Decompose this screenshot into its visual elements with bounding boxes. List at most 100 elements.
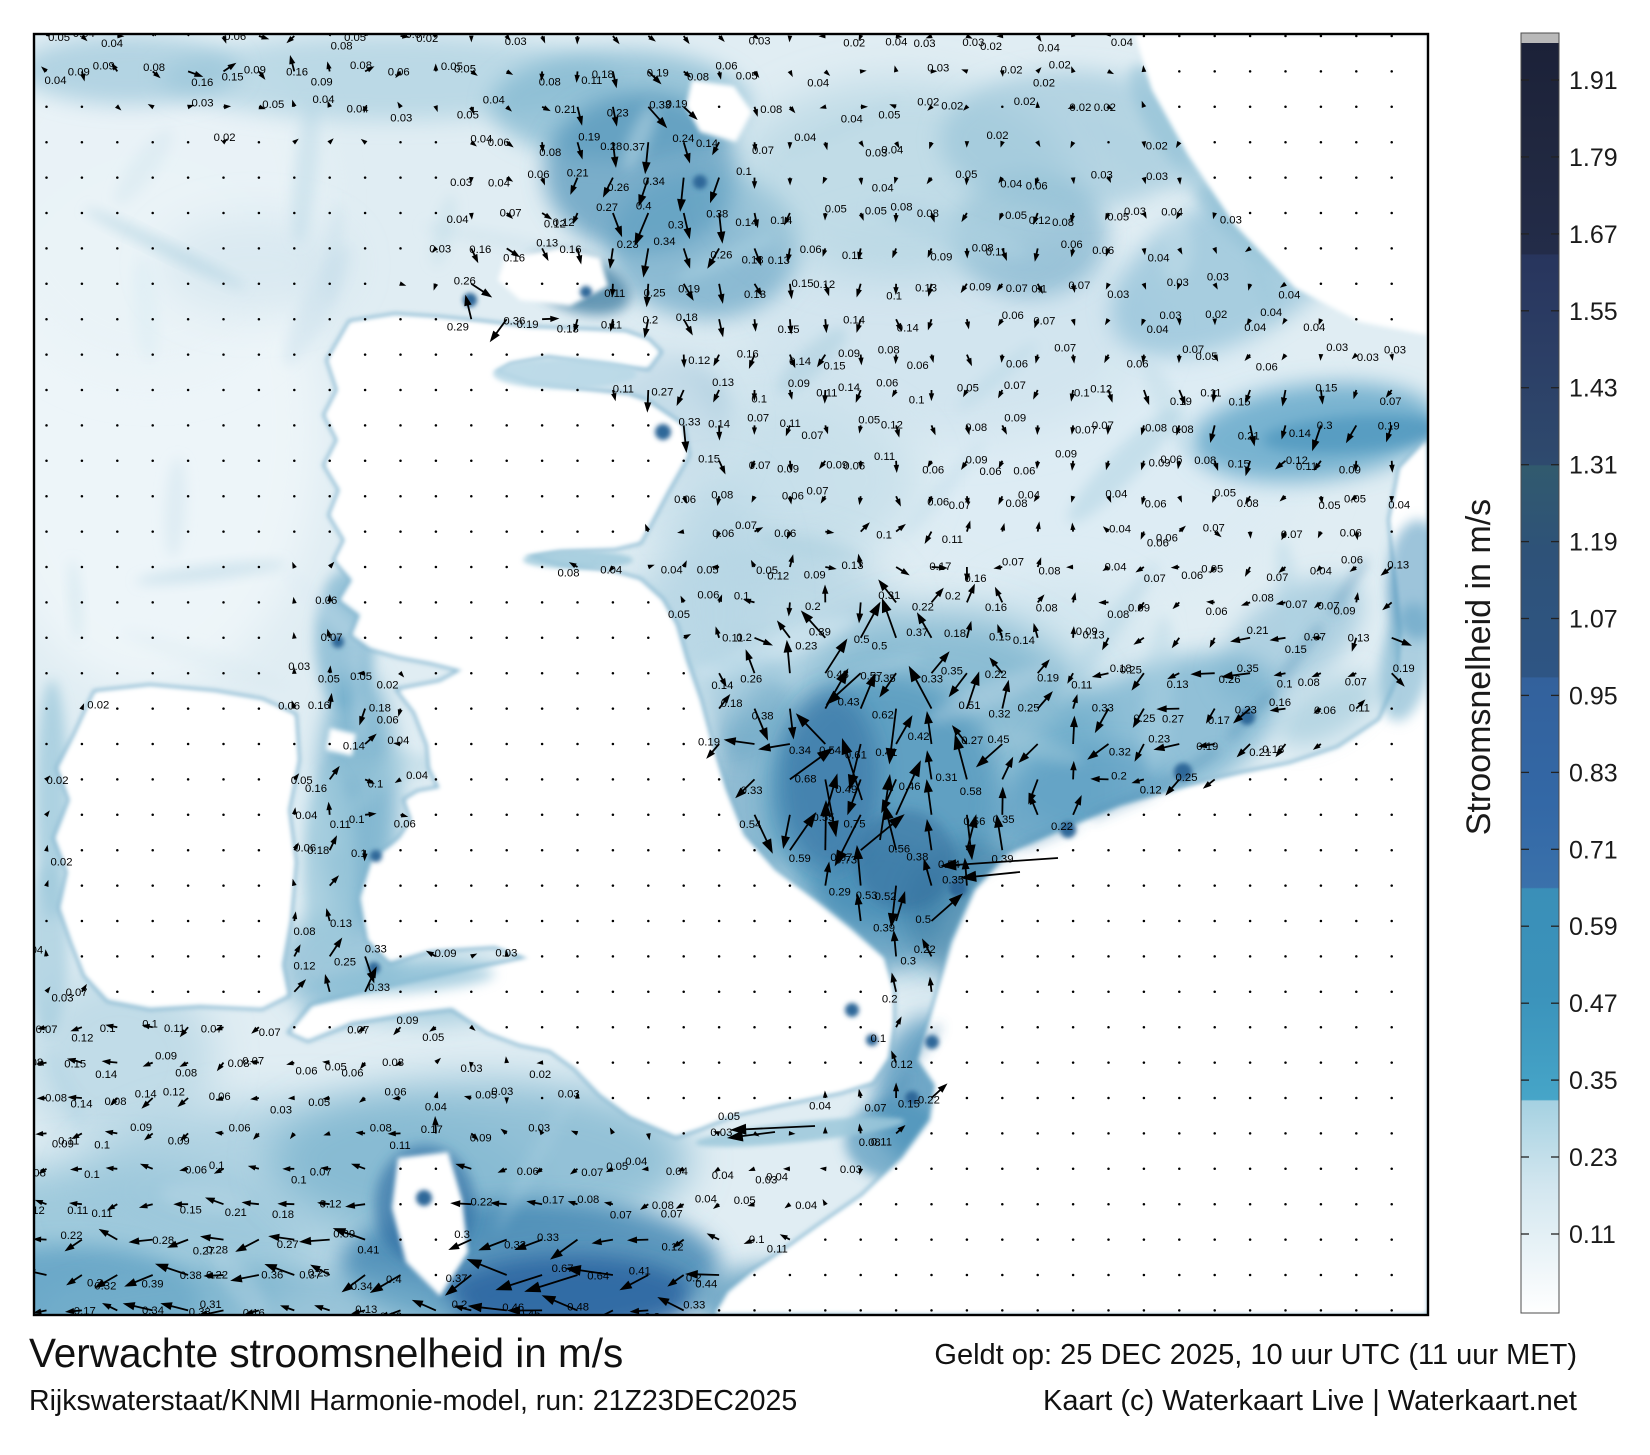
svg-text:0.14: 0.14	[838, 382, 860, 394]
svg-text:0.03: 0.03	[749, 36, 771, 48]
svg-text:0.38: 0.38	[180, 1270, 202, 1282]
svg-text:0.19: 0.19	[647, 68, 669, 80]
svg-text:0.1: 0.1	[1074, 388, 1090, 400]
svg-text:0.23: 0.23	[617, 239, 639, 251]
svg-text:0.42: 0.42	[908, 731, 930, 743]
svg-text:0.04: 0.04	[766, 1172, 788, 1184]
svg-text:0.04: 0.04	[1109, 523, 1131, 535]
svg-text:0.2: 0.2	[686, 1272, 702, 1284]
svg-text:0.07: 0.07	[405, 29, 427, 41]
svg-text:0.11: 0.11	[613, 384, 634, 396]
svg-text:0.04: 0.04	[809, 1101, 831, 1113]
svg-text:0.53: 0.53	[856, 890, 878, 902]
svg-text:0.25: 0.25	[1176, 772, 1198, 784]
svg-text:0.26: 0.26	[607, 182, 629, 194]
svg-text:0.08: 0.08	[687, 71, 709, 83]
svg-text:0.05: 0.05	[1201, 564, 1223, 576]
svg-text:0.07: 0.07	[1304, 631, 1326, 643]
svg-text:0.11: 0.11	[581, 75, 602, 87]
svg-text:0.04: 0.04	[1111, 37, 1133, 49]
svg-text:0.04: 0.04	[872, 182, 894, 194]
svg-text:0.06: 0.06	[1314, 705, 1336, 717]
svg-text:0.49: 0.49	[835, 784, 857, 796]
svg-text:0.05: 0.05	[734, 1195, 756, 1207]
svg-text:0.03: 0.03	[1091, 169, 1113, 181]
svg-text:0.11: 0.11	[1071, 680, 1092, 692]
svg-text:0.04: 0.04	[1147, 324, 1169, 336]
svg-text:0.16: 0.16	[243, 1308, 265, 1320]
svg-text:0.07: 0.07	[1002, 556, 1024, 568]
svg-text:0.18: 0.18	[676, 312, 698, 324]
svg-text:0.41: 0.41	[357, 1245, 379, 1257]
svg-text:0.03: 0.03	[1207, 272, 1229, 284]
svg-text:0.07: 0.07	[747, 413, 769, 425]
svg-text:0.05: 0.05	[718, 1111, 740, 1123]
svg-text:0.11: 0.11	[164, 1023, 185, 1035]
svg-text:0.03: 0.03	[495, 948, 517, 960]
svg-text:0.38: 0.38	[752, 710, 774, 722]
svg-text:0.12: 0.12	[891, 1059, 913, 1071]
svg-text:0.22: 0.22	[471, 1196, 493, 1208]
svg-text:0.1: 0.1	[100, 1023, 116, 1035]
svg-text:0.31: 0.31	[200, 1299, 222, 1311]
svg-text:0.08: 0.08	[539, 147, 561, 159]
svg-text:0.27: 0.27	[596, 202, 618, 214]
svg-text:0.18: 0.18	[592, 69, 614, 81]
svg-text:1.55: 1.55	[1569, 298, 1618, 326]
svg-text:0.04: 0.04	[885, 37, 907, 49]
svg-text:0.34: 0.34	[351, 1281, 373, 1293]
svg-text:0.06: 0.06	[1002, 310, 1024, 322]
svg-text:Rijkswaterstaat/KNMI Harmonie-: Rijkswaterstaat/KNMI Harmonie-model, run…	[29, 1385, 797, 1417]
svg-text:0.09: 0.09	[168, 1136, 190, 1148]
svg-text:0.02: 0.02	[214, 132, 236, 144]
svg-text:0.71: 0.71	[1569, 836, 1618, 864]
svg-text:0.06: 0.06	[980, 466, 1002, 478]
svg-text:0.03: 0.03	[461, 1063, 483, 1075]
svg-text:0.08: 0.08	[972, 243, 994, 255]
svg-text:0.08: 0.08	[878, 345, 900, 357]
svg-text:0.35: 0.35	[1569, 1067, 1618, 1095]
svg-text:0.1: 0.1	[368, 779, 384, 791]
svg-text:0.37: 0.37	[446, 1273, 468, 1285]
svg-text:0.16: 0.16	[1269, 697, 1291, 709]
svg-text:0.05: 0.05	[1196, 351, 1218, 363]
svg-text:0.17: 0.17	[1208, 715, 1230, 727]
svg-text:0.03: 0.03	[390, 112, 412, 124]
svg-text:0.04: 0.04	[1244, 322, 1266, 334]
svg-text:0.03: 0.03	[710, 1127, 732, 1139]
svg-text:0.06: 0.06	[922, 464, 944, 476]
svg-text:0.11: 0.11	[871, 1136, 892, 1148]
svg-text:1.67: 1.67	[1569, 221, 1618, 249]
svg-text:0.38: 0.38	[906, 852, 928, 864]
svg-text:0.05: 0.05	[1214, 487, 1236, 499]
svg-text:0.21: 0.21	[1247, 625, 1269, 637]
svg-text:0.06: 0.06	[377, 715, 399, 727]
svg-text:0.15: 0.15	[1228, 459, 1250, 471]
svg-text:0.06: 0.06	[1156, 532, 1178, 544]
svg-text:0.03: 0.03	[382, 1057, 404, 1069]
svg-text:0.1: 0.1	[94, 1140, 110, 1152]
svg-text:0.3: 0.3	[900, 956, 916, 968]
svg-text:0.04: 0.04	[625, 1156, 647, 1168]
svg-text:0.35: 0.35	[993, 814, 1015, 826]
svg-text:0.08: 0.08	[270, 26, 292, 38]
svg-text:0.11: 0.11	[986, 246, 1007, 258]
svg-text:0.14: 0.14	[770, 215, 792, 227]
svg-text:0.1: 0.1	[349, 814, 365, 826]
svg-text:0.04: 0.04	[712, 1170, 734, 1182]
svg-text:0.08: 0.08	[711, 489, 733, 501]
svg-text:0.54: 0.54	[938, 859, 960, 871]
svg-text:0.33: 0.33	[365, 944, 387, 956]
svg-text:0.18: 0.18	[944, 628, 966, 640]
svg-text:0.08: 0.08	[891, 202, 913, 214]
svg-text:0.08: 0.08	[859, 1137, 881, 1149]
svg-text:0.22: 0.22	[985, 669, 1007, 681]
svg-text:0.05: 0.05	[454, 63, 476, 75]
svg-text:0.14: 0.14	[135, 1089, 157, 1101]
svg-text:0.12: 0.12	[294, 960, 316, 972]
svg-text:0.08: 0.08	[1107, 609, 1129, 621]
svg-text:0.2: 0.2	[736, 632, 752, 644]
svg-text:0.03: 0.03	[1160, 310, 1182, 322]
svg-text:0.33: 0.33	[741, 785, 763, 797]
svg-text:0.1: 0.1	[291, 1174, 307, 1186]
